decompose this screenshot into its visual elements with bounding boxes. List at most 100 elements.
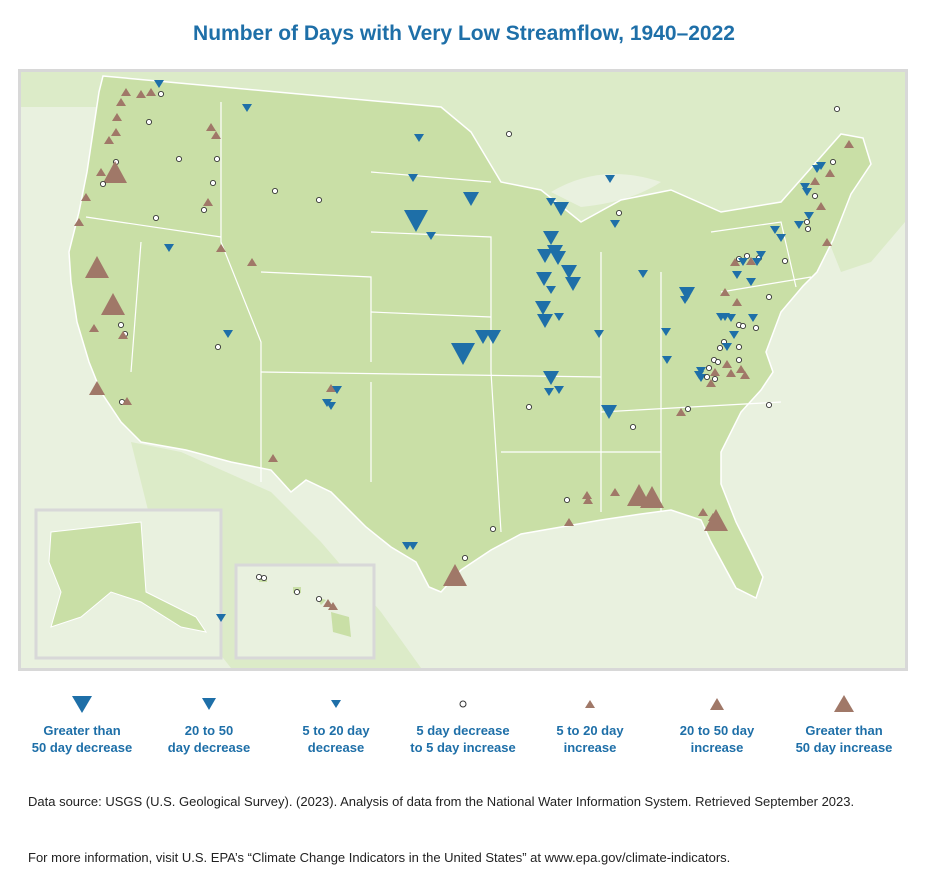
station-decrease-marker <box>662 356 672 364</box>
station-decrease-marker <box>804 212 814 220</box>
station-decrease-marker <box>594 330 604 338</box>
station-increase-marker <box>746 257 756 265</box>
station-no-change-marker <box>829 158 837 166</box>
station-no-change-marker <box>293 588 301 596</box>
station-increase-marker <box>328 602 338 610</box>
station-decrease-marker <box>553 202 569 216</box>
station-decrease-marker <box>729 331 739 339</box>
legend-label-line1: 5 day decrease <box>416 723 510 738</box>
station-decrease-marker <box>770 226 780 234</box>
station-decrease-marker <box>748 314 758 322</box>
station-increase-marker <box>583 496 593 504</box>
station-decrease-marker <box>565 277 581 291</box>
map-frame <box>18 69 908 671</box>
station-increase-marker <box>211 131 221 139</box>
station-decrease-marker <box>638 270 648 278</box>
station-no-change-marker <box>157 90 165 98</box>
station-no-change-marker <box>739 322 747 330</box>
station-decrease-marker <box>451 343 475 365</box>
station-increase-marker <box>810 177 820 185</box>
legend-label-line1: Greater than <box>805 723 883 738</box>
station-increase-marker <box>268 454 278 462</box>
station-decrease-marker <box>726 314 736 322</box>
station-increase-marker <box>443 564 467 586</box>
station-increase-marker <box>146 88 156 96</box>
station-decrease-marker <box>794 221 804 229</box>
legend-label-line1: 20 to 50 <box>184 723 234 738</box>
station-increase-marker <box>698 508 708 516</box>
station-decrease-marker <box>164 244 174 252</box>
station-decrease-marker <box>554 386 564 394</box>
station-decrease-marker <box>812 165 822 173</box>
station-no-change-marker <box>461 554 469 562</box>
legend-item-gt50-decrease: Greater than 50 day decrease <box>18 688 146 756</box>
station-decrease-marker <box>537 249 553 263</box>
station-decrease-marker <box>543 231 559 245</box>
station-decrease-marker <box>610 220 620 228</box>
station-decrease-marker <box>414 134 424 142</box>
station-no-change-marker <box>214 343 222 351</box>
station-decrease-marker <box>601 405 617 419</box>
station-no-change-marker <box>735 356 743 364</box>
station-increase-marker <box>732 298 742 306</box>
station-no-change-marker <box>803 218 811 226</box>
station-increase-marker <box>564 518 574 526</box>
station-increase-marker <box>582 491 592 499</box>
station-decrease-marker <box>752 258 762 266</box>
station-decrease-marker <box>426 232 436 240</box>
station-increase-marker <box>640 486 664 508</box>
station-no-change-marker <box>735 343 743 351</box>
station-decrease-marker <box>776 234 786 242</box>
state-borders <box>85 102 812 533</box>
station-decrease-marker <box>746 278 756 286</box>
station-increase-marker <box>706 379 716 387</box>
station-increase-marker <box>710 368 720 376</box>
station-increase-marker <box>203 198 213 206</box>
station-increase-marker <box>111 128 121 136</box>
station-decrease-marker <box>535 301 551 315</box>
more-info-note: For more information, visit U.S. EPA’s “… <box>28 850 731 865</box>
station-no-change-marker <box>563 496 571 504</box>
station-increase-marker <box>323 599 333 607</box>
station-decrease-marker <box>561 265 577 279</box>
legend-label-line2: day decrease <box>167 740 251 755</box>
station-no-change-marker <box>629 423 637 431</box>
station-no-change-marker <box>152 214 160 222</box>
station-no-change-marker <box>765 293 773 301</box>
station-increase-marker <box>722 360 732 368</box>
station-no-change-marker <box>752 324 760 332</box>
station-no-change-marker <box>271 187 279 195</box>
station-decrease-marker <box>802 188 812 196</box>
station-increase-marker <box>825 169 835 177</box>
station-decrease-marker <box>536 272 552 286</box>
station-increase-marker <box>74 218 84 226</box>
station-increase-marker <box>85 256 109 278</box>
station-increase-marker <box>247 258 257 266</box>
station-increase-marker <box>96 168 106 176</box>
station-decrease-marker <box>404 210 428 232</box>
legend-label-line1: 20 to 50 day <box>679 723 755 738</box>
station-increase-marker <box>822 238 832 246</box>
large-up-triangle-icon <box>834 695 854 712</box>
station-no-change-marker <box>743 252 751 260</box>
station-increase-marker <box>740 371 750 379</box>
station-decrease-marker <box>661 328 671 336</box>
station-decrease-marker <box>326 402 336 410</box>
medium-up-triangle-icon <box>710 698 724 710</box>
station-decrease-marker <box>554 313 564 321</box>
station-decrease-marker <box>680 296 690 304</box>
lake-superior <box>551 174 661 207</box>
station-increase-marker <box>216 244 226 252</box>
station-no-change-marker <box>175 155 183 163</box>
station-decrease-marker <box>722 343 732 351</box>
station-no-change-marker <box>716 344 724 352</box>
station-decrease-marker <box>550 251 566 265</box>
station-no-change-marker <box>117 321 125 329</box>
station-decrease-marker <box>408 542 418 550</box>
legend-item-5-20-increase: 5 to 20 day increase <box>526 688 654 756</box>
station-no-change-marker <box>209 179 217 187</box>
station-increase-marker <box>704 509 728 531</box>
station-no-change-marker <box>315 595 323 603</box>
station-no-change-marker <box>200 206 208 214</box>
station-increase-marker <box>644 500 654 508</box>
